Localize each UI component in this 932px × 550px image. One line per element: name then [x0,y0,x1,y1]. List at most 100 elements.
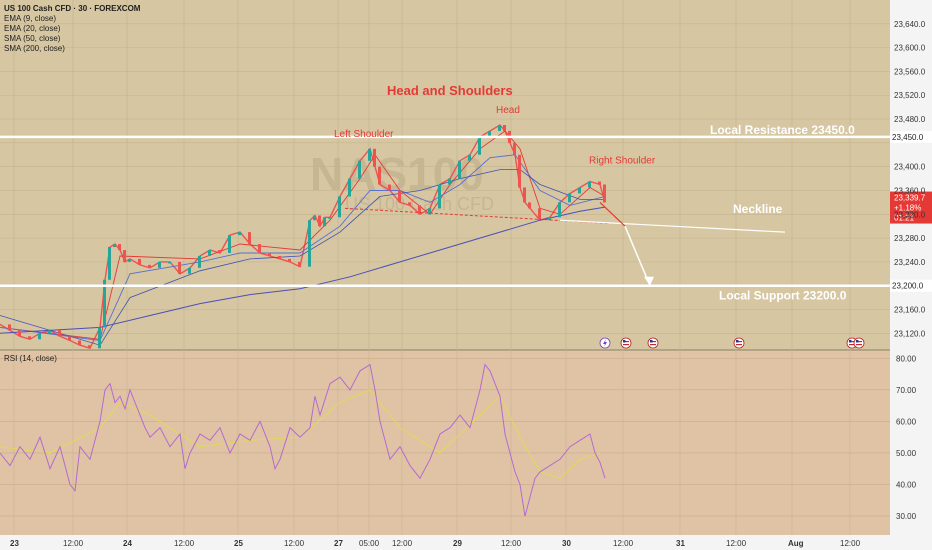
candle[interactable] [278,255,281,259]
us-flag-canton [849,340,852,343]
candle[interactable] [313,215,316,221]
current-price-value: 23,339.7 [894,194,926,203]
candle[interactable] [268,252,271,256]
candle[interactable] [18,330,21,337]
candle[interactable] [138,258,141,265]
candle[interactable] [523,187,526,203]
flash-icon-glyph [603,339,607,347]
time-axis-tick: 12:00 [174,539,195,548]
candle[interactable] [558,202,561,218]
candle[interactable] [318,215,321,227]
candle[interactable] [198,255,201,268]
candle[interactable] [118,244,121,250]
candle[interactable] [258,244,261,253]
candle[interactable] [103,279,106,328]
us-flag-icon[interactable] [647,337,659,349]
candle[interactable] [178,261,181,274]
us-flag-stripe [736,344,742,346]
candle[interactable] [398,190,401,203]
candle[interactable] [58,330,61,337]
candle[interactable] [308,220,311,267]
candle[interactable] [468,154,471,161]
candle[interactable] [373,148,376,167]
candle[interactable] [568,193,571,203]
candle[interactable] [288,258,291,262]
candle[interactable] [298,261,301,267]
symbol-title[interactable]: US 100 Cash CFD · 30 · FOREXCOM [4,4,141,13]
candle[interactable] [513,142,516,155]
candle[interactable] [228,235,231,253]
candle[interactable] [418,205,421,215]
price-axis-tick: 23,520.0 [894,91,926,100]
candle[interactable] [113,244,116,248]
candle[interactable] [188,267,191,274]
candle[interactable] [38,333,41,340]
candle[interactable] [208,250,211,256]
candle[interactable] [478,136,481,155]
indicator-sma-200-label[interactable]: SMA (200, close) [4,44,65,53]
candle[interactable] [348,178,351,197]
candle[interactable] [48,330,51,334]
candle[interactable] [588,181,591,188]
candle[interactable] [238,232,241,236]
indicator-sma-50-label[interactable]: SMA (50, close) [4,34,61,43]
candle[interactable] [438,184,441,209]
candle[interactable] [448,178,451,185]
candle[interactable] [488,130,491,137]
us-flag-canton [736,340,739,343]
candle[interactable] [168,261,171,264]
candle[interactable] [518,154,521,188]
candle[interactable] [388,184,391,191]
candle[interactable] [603,184,606,203]
candle[interactable] [528,202,531,209]
candle[interactable] [248,232,251,245]
candle[interactable] [158,261,161,268]
us-flag-icon[interactable] [620,337,632,349]
candle[interactable] [498,125,501,131]
candle[interactable] [123,250,126,262]
us-flag-stripe [856,344,862,346]
candle[interactable] [128,258,131,262]
indicator-ema-9-label[interactable]: EMA (9, close) [4,14,57,23]
candle[interactable] [598,181,601,185]
candle[interactable] [68,336,71,341]
candle[interactable] [148,264,151,268]
us-flag-icon[interactable] [853,337,865,349]
candle[interactable] [8,324,11,331]
time-axis-tick: 24 [123,539,132,548]
candle[interactable] [28,336,31,340]
candle[interactable] [458,160,461,179]
candle[interactable] [578,187,581,194]
us-flag-stripe [650,344,656,346]
us-flag-stripe [650,341,656,343]
candle[interactable] [358,160,361,179]
price-axis-tick: 23,240.0 [894,258,926,267]
rsi-title[interactable]: RSI (14, close) [4,354,57,363]
indicator-ema-20-label[interactable]: EMA (20, close) [4,24,61,33]
rsi-axis-tick: 60.00 [896,417,917,426]
candle[interactable] [368,148,371,161]
candle[interactable] [98,327,101,349]
candle[interactable] [428,208,431,215]
rsi-axis-tick: 40.00 [896,481,917,490]
candle[interactable] [328,217,331,219]
candle[interactable] [108,247,111,280]
us-flag-icon[interactable] [733,337,745,349]
candle[interactable] [408,202,411,206]
time-axis-tick: 31 [676,539,685,548]
candle[interactable] [378,166,381,185]
candle[interactable] [538,208,541,221]
neckline-label: Neckline [733,202,783,216]
candle[interactable] [88,345,91,349]
candle[interactable] [218,250,221,253]
candle[interactable] [323,217,326,227]
ema-20-line [0,154,606,341]
candle[interactable] [503,125,506,131]
candle[interactable] [548,217,551,221]
candle[interactable] [338,196,341,218]
time-axis-tick: 12:00 [840,539,861,548]
us-flag-stripe [736,341,742,343]
neckline[interactable] [559,219,786,233]
candle[interactable] [78,340,81,346]
